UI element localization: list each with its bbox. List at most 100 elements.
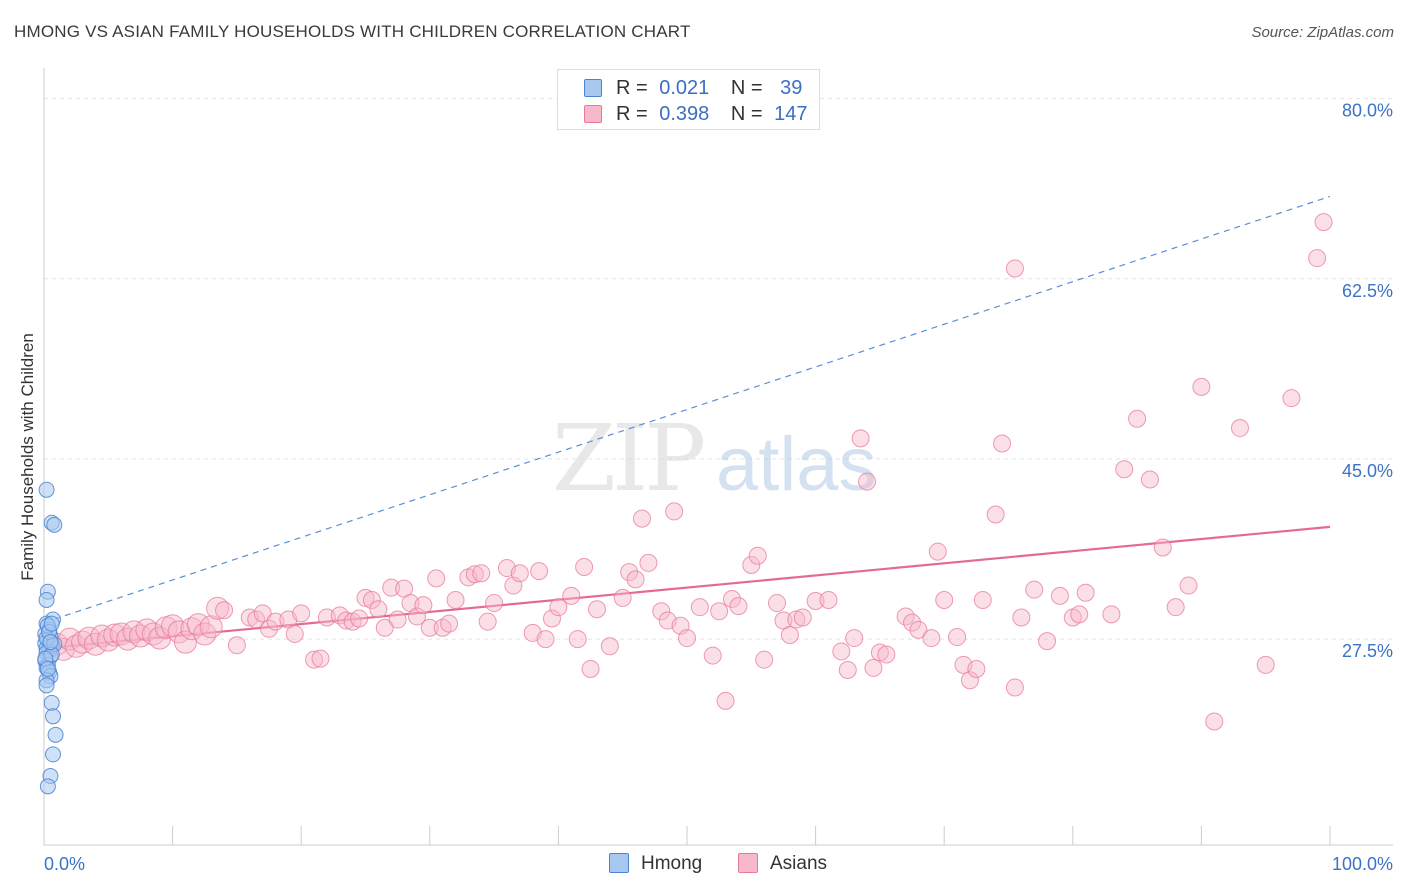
point-asians [362, 590, 381, 609]
point-asians [103, 623, 127, 647]
point-asians [851, 429, 870, 448]
point-asians [369, 600, 388, 619]
point-asians [1230, 419, 1249, 438]
point-asians [292, 604, 311, 623]
point-asians [1076, 583, 1095, 602]
point-asians [1192, 377, 1211, 396]
point-asians [1282, 389, 1301, 408]
point-asians [587, 600, 606, 619]
point-asians [1179, 576, 1198, 595]
point-asians [350, 609, 369, 628]
point-asians [838, 660, 857, 679]
point-asians [440, 614, 459, 633]
point-asians [285, 624, 304, 643]
legend-n-label: N = [730, 103, 763, 125]
point-asians [135, 618, 159, 642]
point-hmong [38, 677, 55, 694]
legend-n-value-asians: 147 [774, 103, 808, 125]
legend-swatch-asians [584, 105, 602, 123]
legend-n-label: N = [730, 77, 763, 99]
point-asians [173, 630, 197, 654]
chart-title: HMONG VS ASIAN FAMILY HOUSEHOLDS WITH CH… [14, 22, 691, 41]
point-asians [542, 609, 561, 628]
point-asians [787, 610, 806, 629]
data-points [37, 213, 1333, 795]
legend-r-label: R = [616, 103, 648, 125]
point-asians [909, 620, 928, 639]
point-asians [755, 650, 774, 669]
point-asians [414, 596, 433, 615]
point-asians [206, 596, 230, 620]
point-asians [536, 630, 555, 649]
point-asians [967, 659, 986, 678]
point-asians [1153, 538, 1172, 557]
point-asians [575, 558, 594, 577]
point-hmong [46, 516, 63, 533]
point-asians [928, 542, 947, 561]
point-asians [806, 592, 825, 611]
point-hmong [38, 481, 55, 498]
point-asians [600, 637, 619, 656]
trend-line-hmong [43, 195, 1331, 624]
point-asians [986, 505, 1005, 524]
bottom-legend-swatch-hmong [609, 853, 629, 873]
point-asians [407, 607, 426, 626]
point-asians [161, 614, 185, 638]
point-asians [472, 564, 491, 583]
point-asians [870, 643, 889, 662]
point-asians [1128, 409, 1147, 428]
point-hmong [47, 726, 64, 743]
watermark-atlas: atlas [716, 422, 877, 507]
legend-r-value-hmong: 0.021 [659, 77, 710, 99]
point-asians [832, 642, 851, 661]
point-asians [478, 612, 497, 631]
point-asians [1025, 580, 1044, 599]
point-hmong [45, 746, 62, 763]
legend-swatch-hmong [584, 79, 602, 97]
x-tick-label: 100.0% [1332, 854, 1393, 874]
point-asians [948, 628, 967, 647]
point-asians [562, 586, 581, 605]
point-asians [1166, 598, 1185, 617]
point-asians [1102, 605, 1121, 624]
point-asians [83, 632, 107, 656]
point-hmong [43, 615, 60, 632]
point-asians [710, 602, 729, 621]
point-asians [388, 610, 407, 629]
point-asians [858, 472, 877, 491]
y-tick-label: 62.5% [1342, 281, 1393, 301]
point-asians [549, 598, 568, 617]
point-asians [446, 590, 465, 609]
legend-r-label: R = [616, 77, 648, 99]
point-hmong [38, 591, 55, 608]
point-asians [922, 629, 941, 648]
point-asians [742, 555, 761, 574]
point-asians [793, 608, 812, 627]
point-asians [729, 597, 748, 616]
point-asians [819, 590, 838, 609]
point-asians [780, 625, 799, 644]
bottom-legend-swatch-asians [738, 853, 758, 873]
x-tick-label: 0.0% [44, 854, 85, 874]
point-hmong [43, 694, 60, 711]
point-asians [356, 588, 375, 607]
gridlines [44, 98, 1393, 640]
point-asians [652, 602, 671, 621]
point-asians [1115, 460, 1134, 479]
point-asians [427, 569, 446, 588]
point-asians [1140, 470, 1159, 489]
point-asians [877, 645, 896, 664]
point-asians [678, 629, 696, 648]
point-asians [375, 618, 394, 637]
point-asians [960, 671, 979, 690]
point-hmong [39, 660, 56, 677]
point-asians [723, 589, 742, 608]
point-asians [90, 624, 114, 648]
point-asians [613, 588, 632, 607]
bottom-legend-label-asians: Asians [770, 853, 828, 874]
legend-n-value-hmong: 39 [780, 77, 803, 99]
point-asians [1005, 259, 1024, 278]
point-asians [420, 618, 439, 637]
point-hmong [45, 708, 62, 725]
